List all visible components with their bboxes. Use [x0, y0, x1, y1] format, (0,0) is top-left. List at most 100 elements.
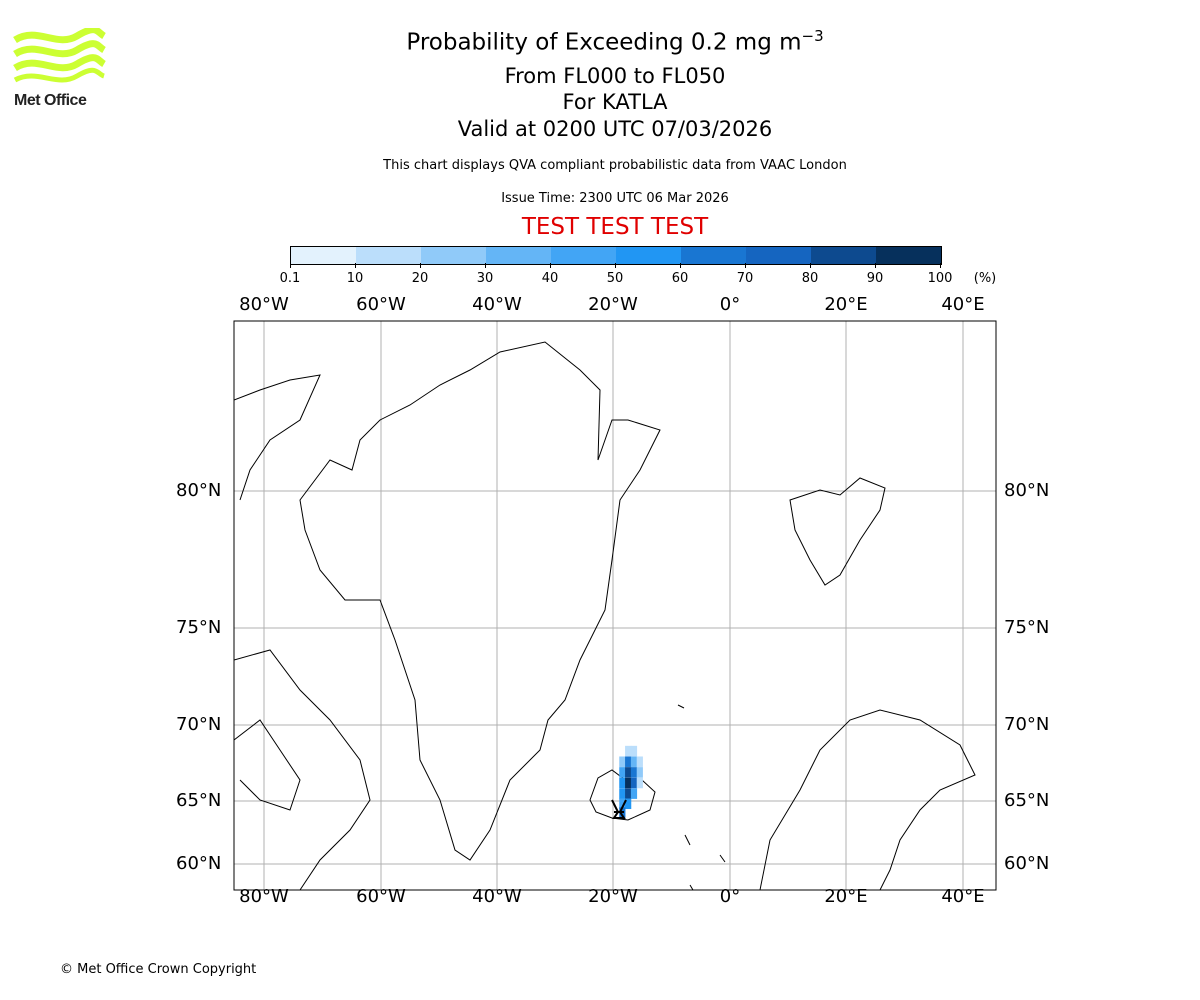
- latitude-label: 75°N: [1004, 617, 1050, 638]
- longitude-label: 40°E: [941, 886, 985, 907]
- longitude-label: 80°W: [239, 886, 289, 907]
- coastlines: [234, 341, 976, 890]
- colorbar-bin: [876, 247, 941, 264]
- met-office-waves-icon: [13, 26, 106, 83]
- plume-cell: [636, 767, 643, 778]
- colorbar-tick-label: 30: [476, 271, 494, 286]
- plume-cell: [619, 788, 626, 799]
- greenland-coast: [299, 341, 661, 861]
- scandinavia-coast: [759, 709, 976, 890]
- colorbar-tick-label: 100: [927, 271, 953, 286]
- colorbar-tick-mark: [875, 263, 876, 268]
- colorbar-tick-mark: [290, 263, 291, 268]
- test-banner: TEST TEST TEST: [521, 214, 709, 240]
- longitude-label: 80°W: [239, 294, 289, 315]
- plume-cell: [625, 798, 632, 810]
- volcano-name: For KATLA: [562, 90, 668, 114]
- colorbar-tick-mark: [940, 263, 941, 268]
- colorbar-tick-label: 60: [671, 271, 689, 286]
- iceland-coast: [589, 769, 656, 821]
- colorbar-tick-label: 40: [541, 271, 559, 286]
- longitude-label: 40°E: [941, 294, 985, 315]
- canada-coast: [234, 374, 371, 890]
- colorbar-tick-label: 50: [606, 271, 624, 286]
- plume-cell: [630, 777, 638, 789]
- plume-cell: [630, 756, 638, 767]
- colorbar-bin: [356, 247, 421, 264]
- colorbar-tick-mark: [680, 263, 681, 268]
- plume-cell: [630, 745, 638, 757]
- latitude-label: 65°N: [176, 790, 222, 811]
- colorbar-tick-mark: [485, 263, 486, 268]
- colorbar-tick-label: 20: [411, 271, 429, 286]
- met-office-logo: Met Office: [12, 26, 107, 109]
- plume-cell: [630, 788, 638, 799]
- plume-cell: [636, 756, 643, 767]
- latitude-label: 80°N: [1004, 480, 1050, 501]
- plume-cell: [625, 788, 632, 799]
- colorbar-tick-label: 80: [801, 271, 819, 286]
- latitude-label: 65°N: [1004, 790, 1050, 811]
- faroe-norway-islands: [677, 704, 726, 890]
- latitude-label: 60°N: [176, 853, 222, 874]
- plume-cell: [636, 777, 643, 789]
- longitude-label: 20°W: [588, 294, 638, 315]
- colorbar-bin: [421, 247, 486, 264]
- logo-text: Met Office: [14, 92, 87, 109]
- latitude-label: 60°N: [1004, 853, 1050, 874]
- colorbar-tick-mark: [550, 263, 551, 268]
- chart-title: Probability of Exceeding 0.2 mg m−3: [0, 27, 1200, 56]
- longitude-label: 60°W: [356, 294, 406, 315]
- copyright: © Met Office Crown Copyright: [60, 962, 257, 977]
- colorbar-bin: [291, 247, 356, 264]
- plume-cell: [619, 798, 626, 810]
- longitude-label: 60°W: [356, 886, 406, 907]
- plume-cell: [619, 756, 626, 767]
- plume-cell: [619, 777, 626, 789]
- latitude-label: 75°N: [176, 617, 222, 638]
- latitude-label: 70°N: [1004, 714, 1050, 735]
- issue-time: Issue Time: 2300 UTC 06 Mar 2026: [501, 191, 729, 206]
- longitude-label: 0°: [719, 294, 741, 315]
- map-frame: [233, 320, 997, 891]
- svalbard-coast: [789, 477, 886, 586]
- longitude-label: 40°W: [472, 294, 522, 315]
- flight-level-range: From FL000 to FL050: [504, 64, 726, 88]
- colorbar-tick-mark: [810, 263, 811, 268]
- colorbar-tick-mark: [745, 263, 746, 268]
- katla-volcano-marker: [611, 799, 627, 819]
- plume-cell: [630, 767, 638, 778]
- longitude-label: 20°E: [824, 886, 868, 907]
- colorbar-bin: [746, 247, 811, 264]
- plume-cell: [625, 767, 632, 778]
- plume-cell: [625, 777, 632, 789]
- title-text: Probability of Exceeding 0.2 mg m: [406, 29, 802, 56]
- colorbar-tick-mark: [355, 263, 356, 268]
- latitude-label: 80°N: [176, 480, 222, 501]
- colorbar-tick-mark: [615, 263, 616, 268]
- title-superscript: −3: [801, 27, 824, 45]
- plume-cell: [619, 767, 626, 778]
- longitude-label: 40°W: [472, 886, 522, 907]
- latitude-label: 70°N: [176, 714, 222, 735]
- colorbar-tick-label: 90: [866, 271, 884, 286]
- colorbar-tick-label: 0.1: [279, 271, 301, 286]
- colorbar-bin: [681, 247, 746, 264]
- longitude-label: 20°E: [824, 294, 868, 315]
- colorbar-bin: [486, 247, 551, 264]
- colorbar-unit: (%): [973, 271, 997, 286]
- colorbar-bin: [811, 247, 876, 264]
- colorbar-tick-mark: [420, 263, 421, 268]
- colorbar: [290, 246, 942, 265]
- subtitle: This chart displays QVA compliant probab…: [383, 158, 847, 173]
- plume-cell: [625, 745, 632, 757]
- colorbar-bin: [551, 247, 616, 264]
- colorbar-tick-label: 10: [346, 271, 364, 286]
- colorbar-bin: [616, 247, 681, 264]
- plume-cell: [625, 756, 632, 767]
- valid-time: Valid at 0200 UTC 07/03/2026: [457, 117, 773, 141]
- longitude-label: 0°: [719, 886, 741, 907]
- colorbar-tick-label: 70: [736, 271, 754, 286]
